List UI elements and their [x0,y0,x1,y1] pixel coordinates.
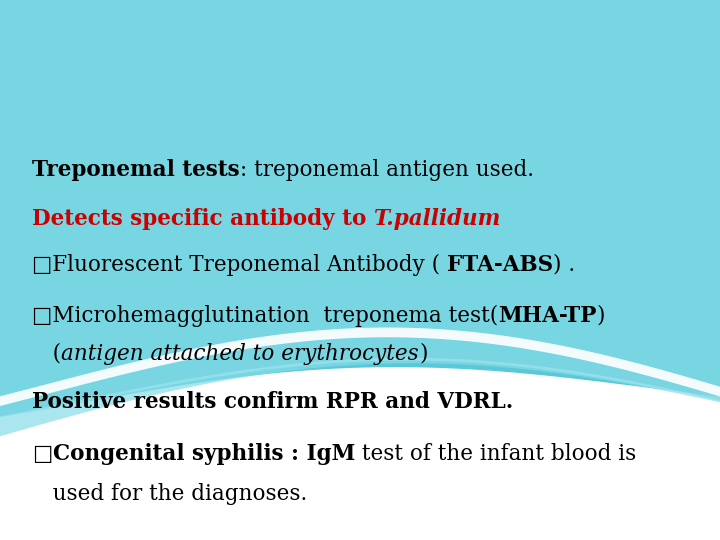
Text: Positive results confirm RPR and VDRL.: Positive results confirm RPR and VDRL. [32,392,513,413]
Text: MHA-TP: MHA-TP [498,305,597,327]
Polygon shape [0,328,720,406]
Polygon shape [0,358,720,419]
Text: T.pallidum: T.pallidum [374,208,502,230]
Text: Detects specific antibody to: Detects specific antibody to [32,208,374,230]
Text: Congenital syphilis : IgM: Congenital syphilis : IgM [53,443,355,464]
Text: ) .: ) . [554,254,575,275]
Text: (: ( [32,343,61,364]
Text: Treponemal tests: Treponemal tests [32,159,240,181]
Text: □Fluorescent Treponemal Antibody (: □Fluorescent Treponemal Antibody ( [32,254,447,275]
Text: □: □ [32,443,53,464]
Text: FTA-ABS: FTA-ABS [447,254,554,275]
Text: test of the infant blood is: test of the infant blood is [355,443,636,464]
Text: ): ) [419,343,428,364]
Polygon shape [0,350,720,415]
Polygon shape [0,0,720,436]
Text: ): ) [597,305,606,327]
Text: antigen attached to erythrocytes: antigen attached to erythrocytes [61,343,419,364]
Text: : treponemal antigen used.: : treponemal antigen used. [240,159,534,181]
Text: used for the diagnoses.: used for the diagnoses. [32,483,307,505]
Polygon shape [0,0,720,417]
Text: □Microhemagglutination  treponema test(: □Microhemagglutination treponema test( [32,305,498,327]
